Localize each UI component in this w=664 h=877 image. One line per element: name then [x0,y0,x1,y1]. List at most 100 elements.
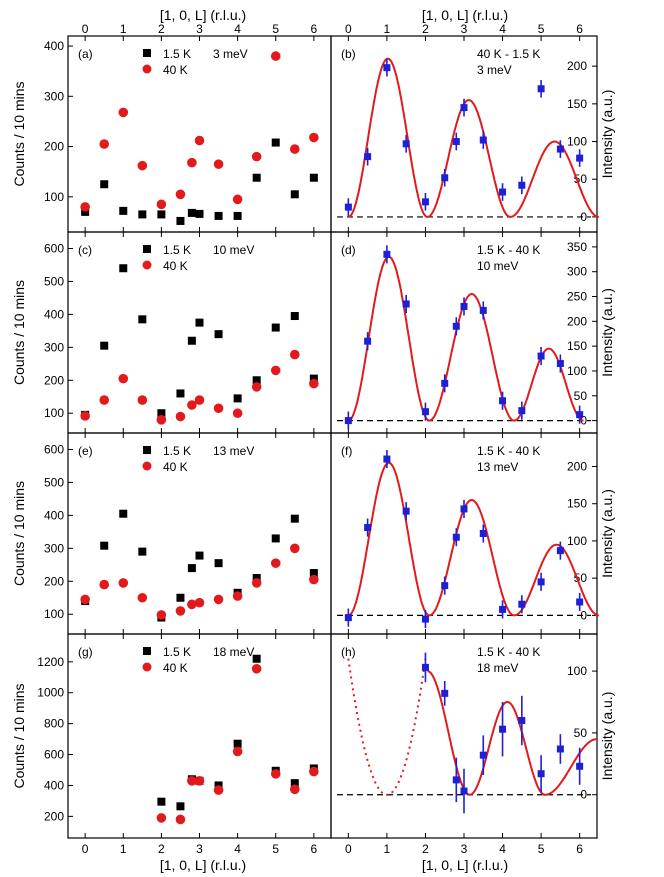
panel-e-label: (e) [78,444,93,458]
panel-h-bottom-tick-label: 6 [576,842,583,856]
panel-g-bottom-tick-label: 5 [272,842,279,856]
panel-c-y-tick-label: 500 [44,274,64,288]
panel-e-point-40K [156,610,167,620]
panel-a-y-tick-label: 200 [44,140,64,154]
panel-d-data-point [518,407,526,415]
panel-g-point-1p5K [233,739,242,748]
panel-c-point-40K [187,400,197,410]
panel-b-y-axis-title: Intensity (a.u.) [599,90,615,179]
panel-a-point-40K [80,202,90,212]
panel-f-energy-label: 13 meV [477,460,518,474]
panel-h-bottom-tick-label: 2 [422,842,429,856]
panel-a-point-1p5K [176,216,185,225]
panel-e-legend-square-marker [143,446,151,454]
panel-e-point-1p5K [138,547,147,556]
panel-f-data-point [499,605,507,613]
panel-c-point-1p5K [290,312,299,321]
panel-c-point-1p5K [233,394,242,403]
panel-d-y-tick-label: 300 [567,265,587,279]
panel-h-bottom-tick-label: 3 [461,842,468,856]
panel-b-top-tick-label: 0 [345,22,352,36]
panel-c-legend-circle-marker [142,260,152,270]
panel-g-legend-square-marker [143,647,151,655]
panel-f-data-point [364,524,372,532]
panel-d-y-tick-label: 200 [567,314,587,328]
panel-e-legend-label-2: 40 K [163,460,188,474]
panel-g-legend-circle-marker [142,662,152,672]
panel-h-data-point [460,787,468,795]
panel-e-point-40K [118,578,129,588]
panel-g-point-40K [213,785,224,795]
panel-a-point-1p5K [138,210,147,219]
panel-c-point-40K [156,415,167,425]
panel-c-legend-label-2: 40 K [163,259,188,273]
panel-c-point-1p5K [157,409,166,418]
panel-f-data-point [537,578,545,586]
panel-h-data-point [441,689,449,697]
panel-e-point-40K [309,574,319,585]
panel-f-fit-curve [348,461,599,617]
panel-c-point-1p5K [252,376,261,385]
panel-c-point-1p5K [309,374,318,383]
panel-e-point-1p5K [100,541,109,550]
panel-f-y-axis-title: Intensity (a.u.) [599,489,615,578]
panel-a-point-1p5K [214,211,223,220]
panel-e-y-tick-label: 100 [44,607,64,621]
panel-h-bottom-tick-label: 1 [384,842,391,856]
panel-a-y-tick-label: 400 [44,39,64,53]
panel-a-top-tick-label: 6 [311,22,318,36]
panel-h-data-point [537,770,545,778]
panel-g-legend-label-2: 40 K [163,661,188,675]
panel-g-frame [67,633,332,839]
panel-c-point-40K [118,373,129,384]
panel-a-point-40K [289,144,300,154]
panel-a-legend-label-2: 40 K [163,63,188,77]
panel-g: 0 1 2 3 4 5 6 200 400 600 800 1000 1200 Counts / 10 m… [11,633,332,856]
panel-g-y-tick-label: 600 [44,748,64,762]
panel-c-point-40K [270,365,281,376]
panel-c-point-1p5K [119,264,128,273]
panel-g-point-40K [309,766,319,777]
panel-c-point-1p5K [176,389,185,398]
panel-b-top-tick-label: 3 [461,22,468,36]
panel-b-energy-label: 3 meV [477,63,512,77]
panel-d-data-point [452,322,460,330]
panel-g-bottom-tick-label: 4 [234,842,241,856]
panel-a-top-tick-label: 0 [82,22,89,36]
panel-b-top-tick-label: 5 [538,22,545,36]
panel-b-data-point [518,181,526,189]
panel-a-legend-label-1: 1.5 K [163,47,191,61]
panel-d-data-point [364,337,372,345]
panel-f-y-tick-label: 100 [567,534,587,548]
panel-e-point-1p5K [195,551,204,560]
panel-a-point-40K [309,132,319,143]
panel-h-data-point [556,745,564,753]
panel-e-legend-circle-marker [142,461,152,471]
panel-c-point-1p5K [214,330,223,339]
panel-b-top-tick-label: 4 [499,22,506,36]
panel-c-point-40K [251,382,262,392]
panel-d-label: (d) [341,243,356,257]
panel-g-point-40K [232,746,243,757]
panel-f-y-tick-label: 0 [580,608,587,622]
panel-c-point-1p5K [138,315,147,324]
bottom-left-x-axis-title: [1, 0, L] (r.l.u.) [160,857,246,873]
panel-f-data-point [576,598,584,606]
panel-h-y-tick-label: 0 [580,788,587,802]
panel-b-data-point [576,154,584,162]
panel-b-temperature-label: 40 K - 1.5 K [477,47,540,61]
panel-d-data-point [402,300,410,308]
panel-a-point-40K [99,139,110,149]
panel-e-y-tick-label: 400 [44,508,64,522]
panel-a-top-tick-label: 4 [234,22,241,36]
panel-a-legend-circle-marker [142,64,152,74]
panel-h-label: (h) [341,645,356,659]
panel-b-data-point [556,145,564,153]
panel-h-data-point [421,663,429,671]
panel-b-data-point [537,85,545,93]
panel-b-data-point [383,64,391,72]
panel-h-y-tick-label: 50 [574,726,588,740]
panel-c-legend-label-1: 1.5 K [163,243,191,257]
panel-b-data-point [402,140,410,148]
